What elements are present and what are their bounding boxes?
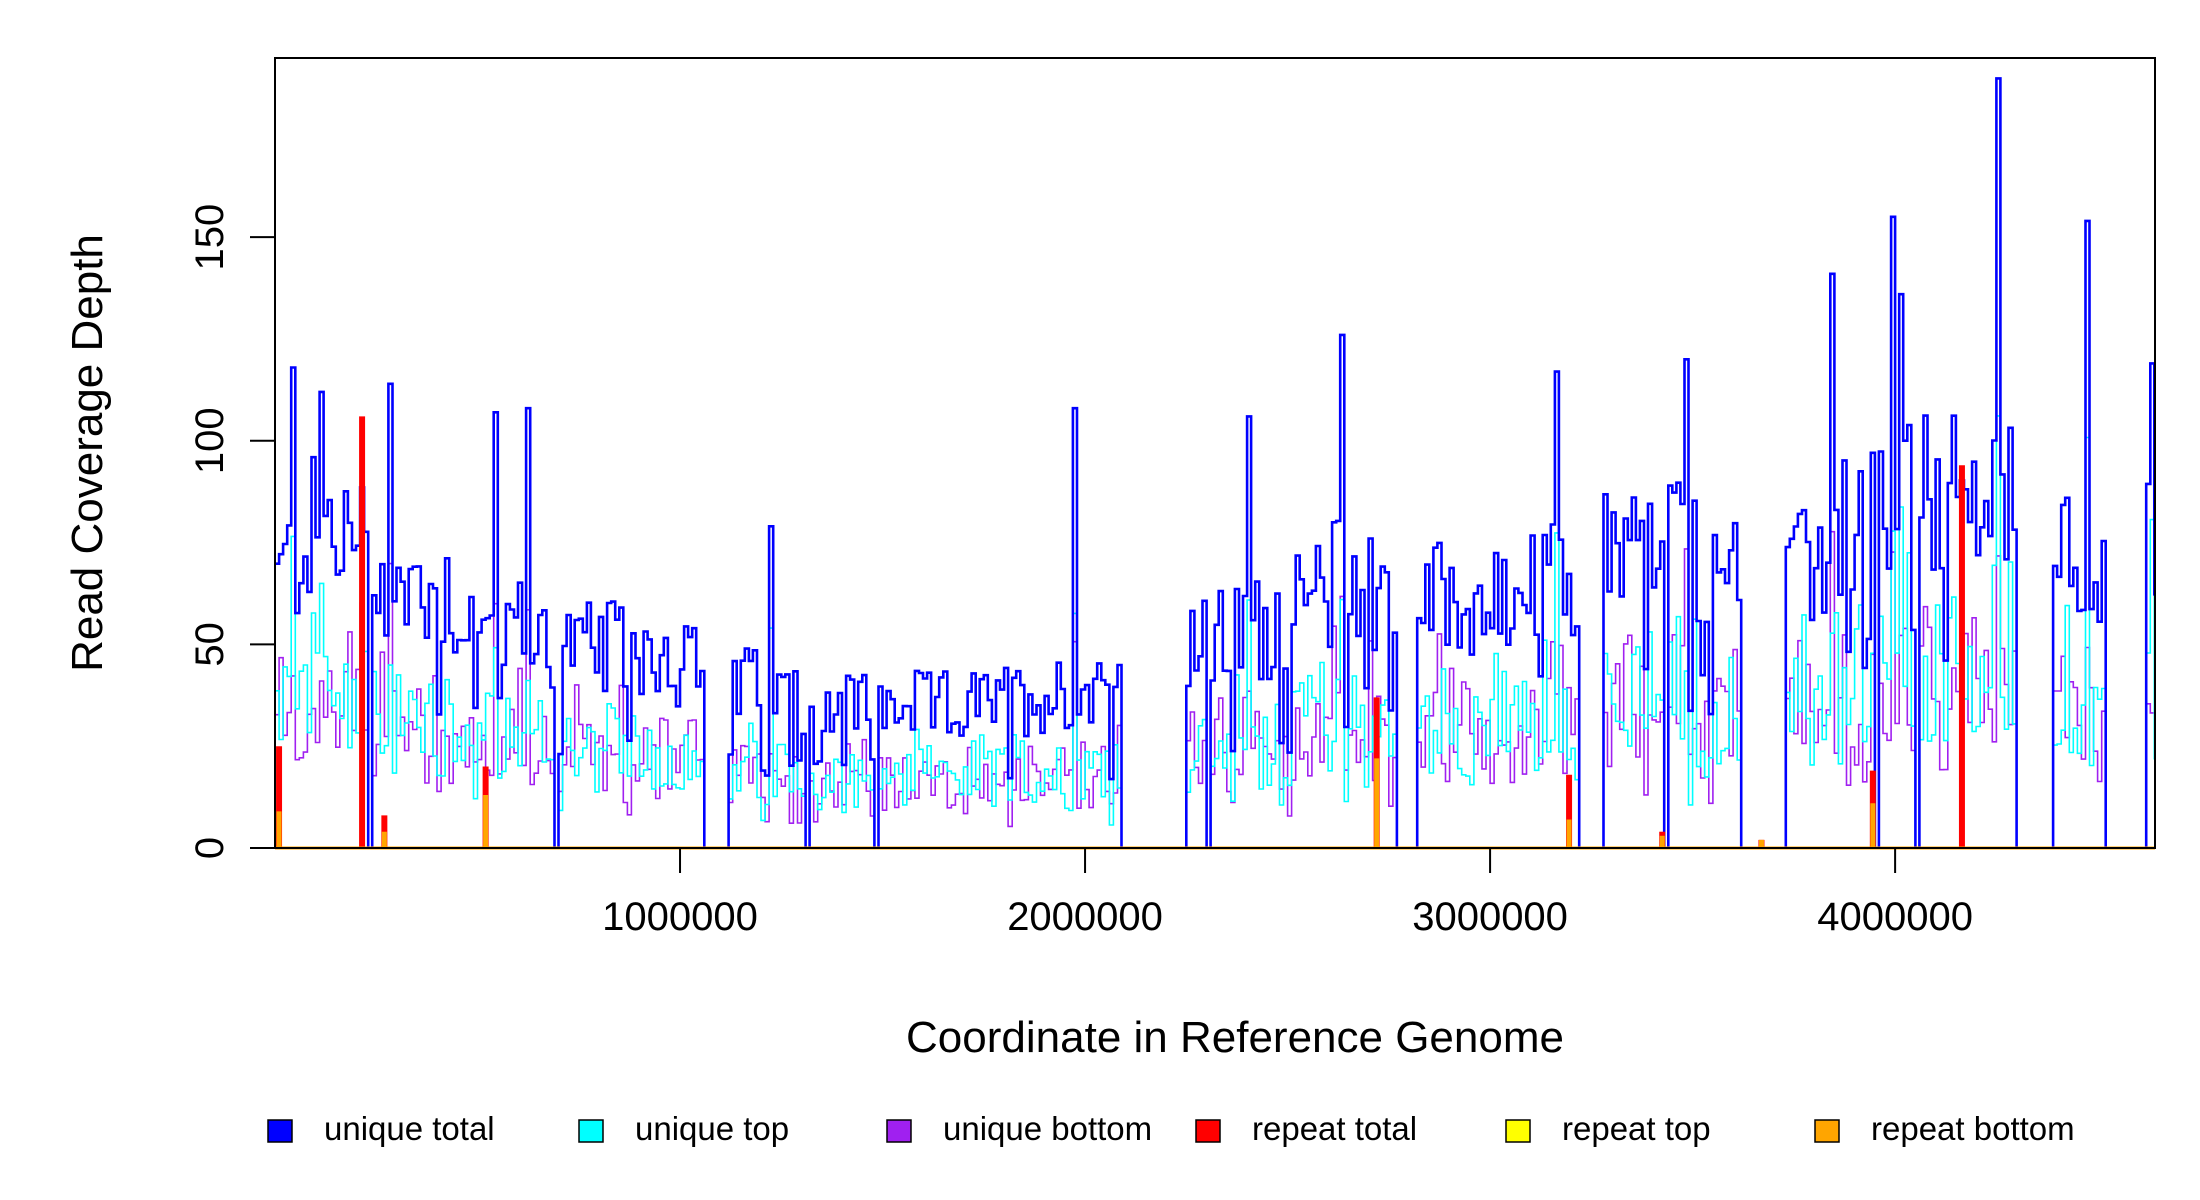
x-axis: 1000000 2000000 3000000 4000000 [602, 848, 1973, 939]
legend-swatch [578, 1119, 604, 1143]
series-unique-total [275, 77, 2156, 850]
legend-label: repeat bottom [1871, 1110, 2075, 1147]
legend-item: unique top [578, 1110, 789, 1147]
y-axis: 0 50 100 150 [188, 204, 275, 859]
legend-label: repeat total [1252, 1110, 1417, 1147]
x-tick-label: 1000000 [602, 895, 758, 939]
legend-label: repeat top [1562, 1110, 1711, 1147]
x-tick-label: 2000000 [1007, 895, 1163, 939]
y-axis-label: Read Coverage Depth [63, 234, 112, 672]
legend: unique total unique top unique bottom repea… [267, 1110, 2075, 1147]
legend-item: repeat bottom [1814, 1110, 2075, 1147]
series-repeat [276, 416, 1965, 848]
legend-item: repeat total [1195, 1110, 1417, 1147]
series-unique-top [275, 415, 2156, 849]
legend-label: unique total [324, 1110, 495, 1147]
legend-swatch [1814, 1119, 1840, 1143]
legend-swatch [1195, 1119, 1221, 1143]
x-tick-label: 3000000 [1412, 895, 1568, 939]
plot-frame [274, 57, 2156, 849]
legend-label: unique bottom [943, 1110, 1152, 1147]
unique-total-line [275, 77, 2156, 850]
legend-item: unique total [267, 1110, 495, 1147]
y-tick-label: 100 [188, 407, 232, 474]
legend-swatch [1505, 1119, 1531, 1143]
y-tick-label: 0 [188, 837, 232, 859]
legend-item: unique bottom [886, 1110, 1152, 1147]
y-tick-label: 150 [188, 204, 232, 271]
legend-label: unique top [635, 1110, 789, 1147]
x-axis-label: Coordinate in Reference Genome [906, 1013, 1564, 1062]
legend-item: repeat top [1505, 1110, 1711, 1147]
legend-swatch [267, 1119, 293, 1143]
unique-top-line [275, 415, 2156, 849]
legend-swatch [886, 1119, 912, 1143]
y-tick-label: 50 [188, 622, 232, 667]
x-tick-label: 4000000 [1817, 895, 1973, 939]
